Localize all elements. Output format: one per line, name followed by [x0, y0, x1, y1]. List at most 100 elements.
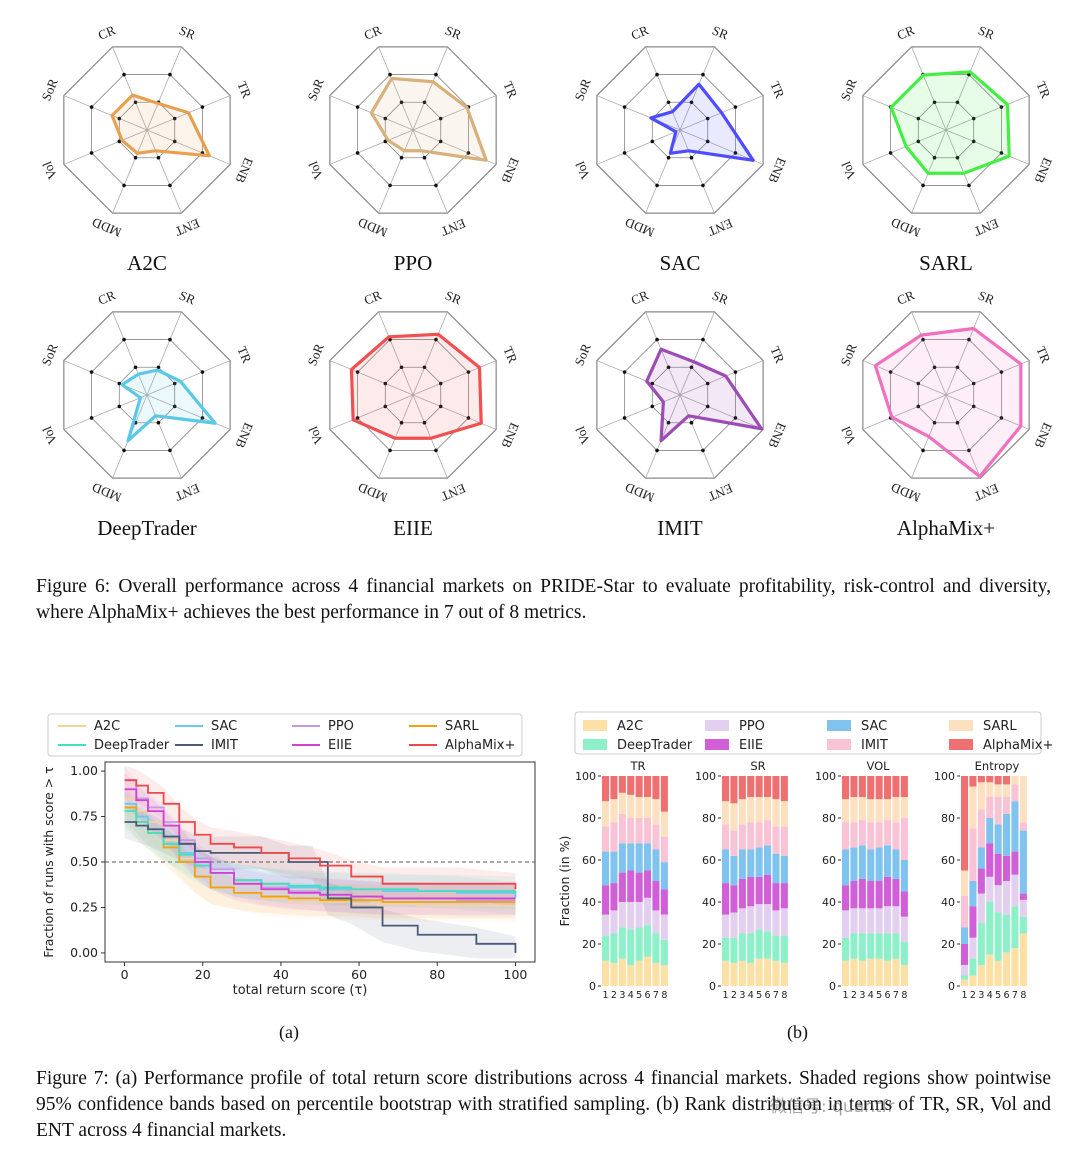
- x-tick-label: 5: [995, 990, 1001, 1001]
- bar-segment: [986, 797, 994, 818]
- legend-frame: [47, 713, 523, 757]
- bar-segment: [780, 962, 788, 986]
- bar-segment: [644, 776, 652, 797]
- bar-segment: [884, 876, 892, 907]
- radar-marker: [122, 448, 126, 453]
- radar-marker: [399, 420, 404, 425]
- y-tick-label: 100: [695, 770, 716, 783]
- bar-segment: [892, 849, 900, 879]
- radar-marker: [438, 139, 443, 144]
- bar-segment: [900, 818, 908, 860]
- radar-axis-label-vol: Vol: [39, 159, 60, 182]
- bar-segment: [738, 878, 746, 909]
- radar-title: DeepTrader: [97, 516, 197, 540]
- radar-spoke: [412, 95, 497, 131]
- radar-axis-label-sr: SR: [443, 288, 464, 308]
- bar-segment: [994, 824, 1002, 854]
- panel-title: Entropy: [975, 759, 1020, 773]
- bar-segment: [635, 776, 643, 797]
- bar-segment: [977, 776, 985, 783]
- radar-axis-label-enb: ENB: [765, 155, 789, 185]
- bar-segment: [652, 799, 660, 825]
- bar-segment: [858, 820, 866, 846]
- x-tick-label: 1: [843, 990, 849, 1001]
- bar-segment: [660, 965, 668, 986]
- bar-segment: [730, 776, 738, 804]
- radar-spoke: [146, 46, 182, 131]
- radar-marker: [156, 365, 161, 370]
- legend-label: AlphaMix+: [983, 738, 1053, 753]
- bar-segment: [850, 908, 858, 934]
- bar-segment: [652, 824, 660, 850]
- radar-spoke: [679, 311, 715, 396]
- bar-segment: [961, 944, 969, 965]
- bar-segment: [969, 786, 977, 829]
- bar-segment: [867, 908, 875, 934]
- bar-segment: [644, 843, 652, 871]
- radar-marker: [971, 116, 976, 121]
- bar-segment: [1019, 776, 1027, 823]
- bar-segment: [755, 847, 763, 877]
- bar-segment: [858, 776, 866, 797]
- radar-spoke: [862, 95, 947, 131]
- x-tick-label: 8: [901, 990, 907, 1001]
- bar-segment: [780, 776, 788, 802]
- radar-spoke: [945, 311, 981, 396]
- legend-label: SARL: [445, 719, 479, 734]
- bar-segment: [1011, 784, 1019, 802]
- radar-spoke: [63, 360, 148, 396]
- bar-segment: [772, 826, 780, 854]
- bar-segment: [747, 849, 755, 877]
- bar-segment: [986, 782, 994, 797]
- bar-segment: [850, 881, 858, 909]
- bar-segment: [1019, 893, 1027, 900]
- bar-segment: [884, 933, 892, 961]
- x-tick-label: 3: [619, 990, 625, 1001]
- bar-segment: [764, 931, 772, 959]
- radar-marker: [117, 404, 122, 409]
- radar-marker: [921, 337, 925, 342]
- radar-imit: CR SR TR ENB ENT MDD Vol SoR IMIT: [571, 287, 789, 540]
- radar-marker: [701, 448, 705, 453]
- bar-segment: [884, 799, 892, 821]
- radar-marker: [89, 370, 94, 374]
- radar-marker: [655, 337, 659, 342]
- bar-segment: [618, 958, 626, 986]
- bar-segment: [627, 776, 635, 795]
- bar-segment: [755, 958, 763, 986]
- bar-segment: [1003, 914, 1011, 953]
- bar-segment: [730, 885, 738, 913]
- radar-title: PPO: [394, 251, 433, 275]
- bar-segment: [660, 939, 668, 965]
- legend-label: SAC: [861, 719, 887, 734]
- bar-segment: [747, 822, 755, 850]
- bar-segment: [730, 830, 738, 856]
- y-tick-label: 20: [702, 938, 716, 951]
- radar-axis-label-sr: SR: [177, 23, 198, 43]
- radar-marker: [399, 100, 404, 105]
- radar-marker: [89, 151, 94, 155]
- bar-segment: [730, 855, 738, 886]
- bar-segment: [850, 822, 858, 848]
- radar-axis-label-mdd: MDD: [356, 215, 390, 240]
- radar-spoke: [679, 129, 715, 214]
- performance-profile-chart: A2C PPO SAC SARL DeepTrader EIIE IMIT AlphaMix+…: [41, 713, 536, 998]
- radar-marker: [705, 381, 710, 386]
- bar-segment: [635, 797, 643, 818]
- radar-marker: [955, 100, 960, 105]
- legend-frame: [574, 711, 1042, 755]
- bar-segment: [900, 916, 908, 942]
- legend-swatch: [705, 739, 729, 750]
- radar-marker: [172, 139, 177, 144]
- radar-marker: [733, 370, 738, 374]
- radar-marker: [666, 420, 671, 425]
- radar-data-polygon: [649, 82, 755, 162]
- bar-segment: [892, 878, 900, 907]
- legend-label: AlphaMix+: [445, 738, 515, 753]
- bar-segment: [738, 799, 746, 825]
- radar-marker: [622, 105, 627, 109]
- bar-segment: [627, 818, 635, 844]
- radar-marker: [955, 420, 960, 425]
- radar-marker: [622, 151, 627, 155]
- x-tick-label: 6: [1004, 990, 1010, 1001]
